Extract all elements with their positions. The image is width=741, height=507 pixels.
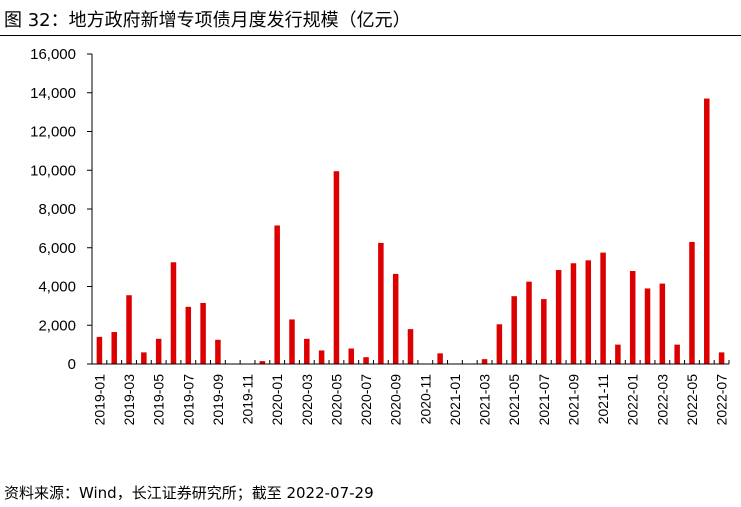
y-tick-label: 0 xyxy=(68,356,76,373)
bar-2020-03 xyxy=(304,338,310,364)
chart-title: 图 32：地方政府新增专项债月度发行规模（亿元） xyxy=(4,10,411,31)
bar-2021-09 xyxy=(570,263,577,364)
y-tick-label: 16,000 xyxy=(30,46,76,63)
bar-2019-05 xyxy=(155,338,162,364)
bar-2019-09 xyxy=(215,339,221,364)
bar-2019-03 xyxy=(126,295,132,364)
bar-2022-06 xyxy=(704,98,710,364)
y-tick-label: 10,000 xyxy=(30,162,76,179)
x-tick-label: 2022-03 xyxy=(654,374,670,426)
bar-2022-01 xyxy=(629,271,636,364)
bar-2020-02 xyxy=(289,319,295,364)
x-tick-label: 2022-07 xyxy=(714,374,730,426)
x-tick-label: 2020-03 xyxy=(299,374,315,426)
x-tick-label: 2019-07 xyxy=(180,374,196,426)
x-tick-label: 2020-11 xyxy=(417,374,433,425)
bar-2022-03 xyxy=(659,283,666,364)
x-tick-label: 2019-01 xyxy=(91,374,107,426)
bar-2021-08 xyxy=(555,270,562,364)
y-tick-label: 2,000 xyxy=(38,317,76,334)
bar-2022-07 xyxy=(718,352,725,364)
y-tick-label: 14,000 xyxy=(30,85,76,102)
x-tick-label: 2019-09 xyxy=(210,374,226,426)
bar-2021-03 xyxy=(481,359,488,364)
bar-2020-05 xyxy=(333,171,340,364)
bar-2019-08 xyxy=(200,302,206,364)
x-tick-label: 2021-05 xyxy=(506,374,522,426)
bar-2020-12 xyxy=(437,353,443,364)
bar-series xyxy=(96,98,725,364)
x-tick-label: 2021-11 xyxy=(595,374,611,425)
x-tick-label: 2020-07 xyxy=(358,374,374,426)
x-tick-label: 2021-07 xyxy=(536,374,552,426)
bar-2020-01 xyxy=(274,225,280,364)
x-tick-label: 2020-05 xyxy=(328,374,344,426)
x-tick-label: 2022-01 xyxy=(625,374,641,426)
bar-2022-04 xyxy=(674,344,680,364)
y-tick-label: 8,000 xyxy=(38,201,76,218)
x-tick-label: 2021-03 xyxy=(477,374,493,426)
x-tick-label: 2019-05 xyxy=(151,374,167,426)
bar-2019-01 xyxy=(96,336,103,364)
bar-2019-06 xyxy=(170,262,177,364)
x-tick-label: 2021-09 xyxy=(565,374,581,426)
bar-2022-05 xyxy=(689,241,695,364)
bar-2019-12 xyxy=(259,361,266,364)
bar-2021-04 xyxy=(496,324,503,364)
bar-2019-07 xyxy=(185,306,192,364)
x-tick-label: 2020-01 xyxy=(269,374,285,426)
bar-2020-04 xyxy=(318,350,325,364)
bar-2021-11 xyxy=(600,252,606,364)
x-tick-label: 2019-03 xyxy=(121,374,137,426)
x-tick-label: 2022-05 xyxy=(684,374,700,426)
bar-2019-02 xyxy=(111,332,117,364)
bar-2021-06 xyxy=(526,281,532,364)
y-axis: 0 2,000 4,000 6,000 8,000 10,000 12,000 14,000 1… xyxy=(30,46,93,373)
bar-2021-12 xyxy=(615,344,621,364)
title-divider xyxy=(0,35,741,36)
x-tick-label: 2020-09 xyxy=(388,374,404,426)
bar-2020-09 xyxy=(392,273,399,364)
y-tick-label: 4,000 xyxy=(38,279,76,296)
bar-2019-04 xyxy=(141,352,147,364)
bar-2021-05 xyxy=(511,296,517,364)
bar-2020-10 xyxy=(407,329,414,364)
bar-2020-06 xyxy=(348,348,354,364)
y-tick-label: 12,000 xyxy=(30,124,76,141)
x-tick-label: 2019-11 xyxy=(240,374,256,425)
bar-2021-10 xyxy=(585,260,592,364)
bar-2020-08 xyxy=(378,242,384,364)
x-axis: 2019-01 2019-03 2019-05 2019-07 2019-09 2019-… xyxy=(91,360,730,426)
y-tick-label: 6,000 xyxy=(38,240,76,257)
bar-2022-02 xyxy=(644,288,651,364)
bar-2021-07 xyxy=(541,299,547,364)
bar-2020-07 xyxy=(363,357,369,364)
source-note: 资料来源：Wind，长江证券研究所；截至 2022-07-29 xyxy=(4,484,374,502)
x-tick-label: 2021-01 xyxy=(447,374,463,426)
